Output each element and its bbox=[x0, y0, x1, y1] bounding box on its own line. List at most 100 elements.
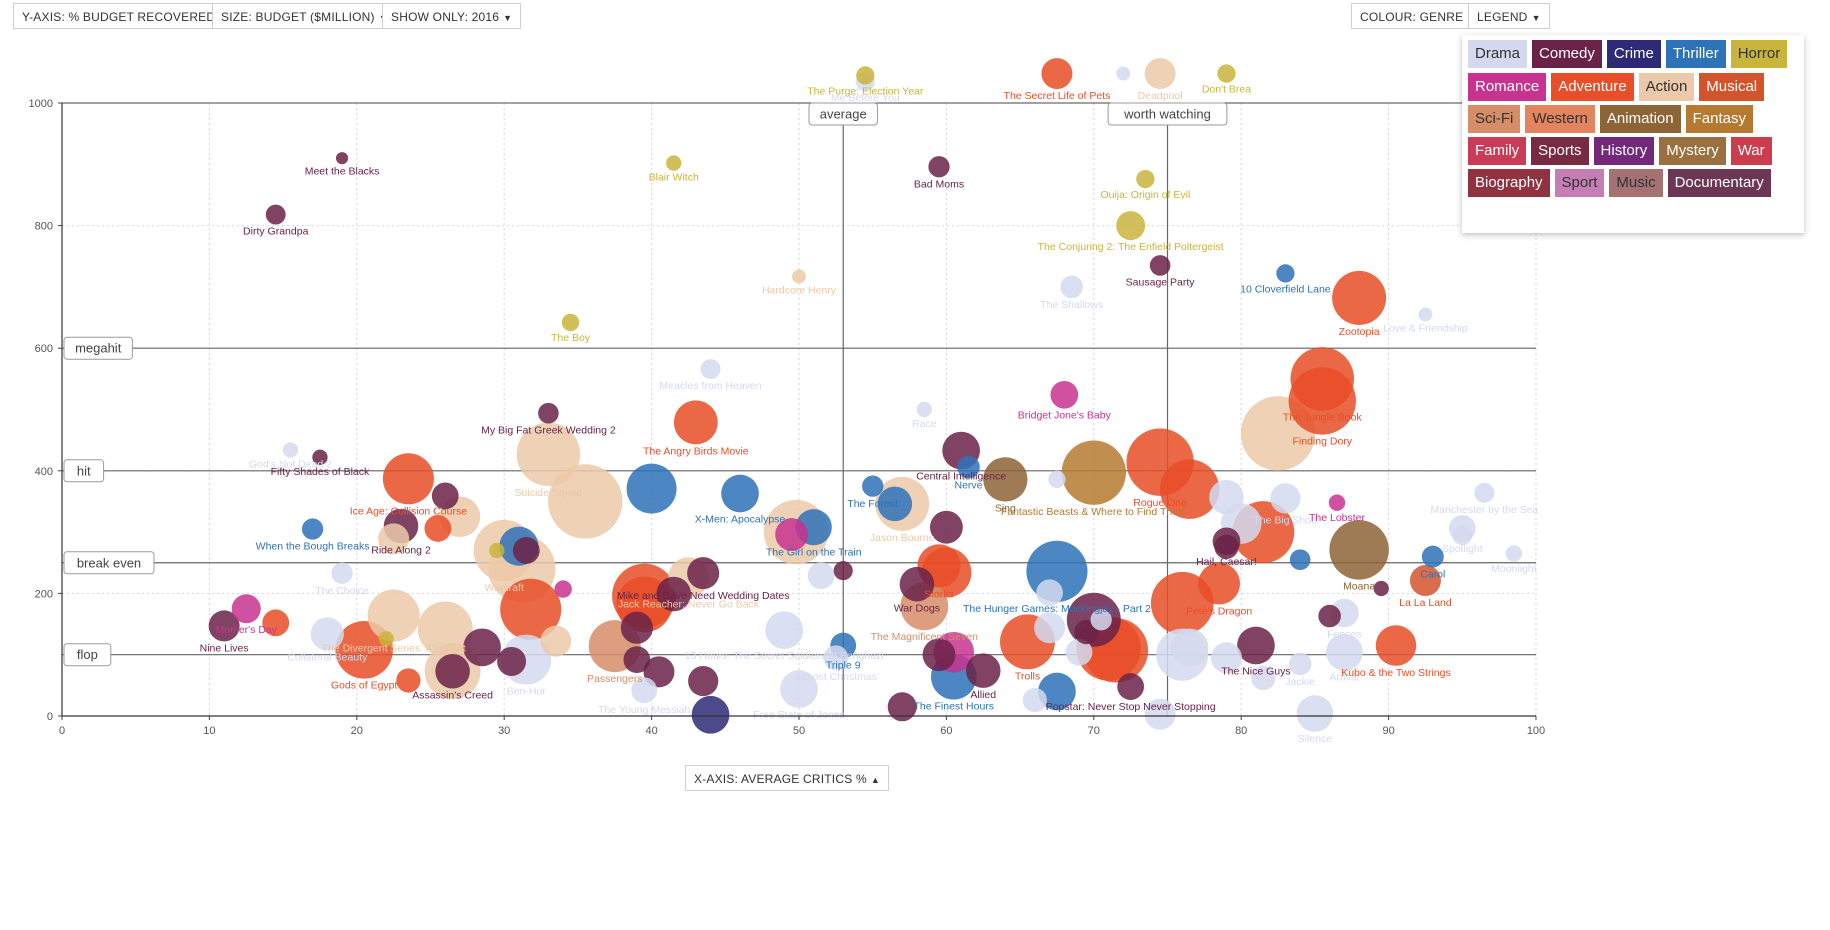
bubble bbox=[792, 269, 806, 284]
point-label: Almost Christmas bbox=[795, 671, 877, 683]
bubble bbox=[312, 449, 328, 465]
point-label: Deadpool bbox=[1138, 90, 1183, 102]
y-tick-label: 0 bbox=[47, 711, 53, 723]
point-label: The Conjuring 2: The Enfield Poltergeist bbox=[1038, 241, 1224, 253]
bubble bbox=[424, 515, 452, 542]
bubble bbox=[1090, 609, 1112, 631]
legend-chip-drama[interactable]: Drama bbox=[1468, 40, 1528, 68]
legend-chip-comedy[interactable]: Comedy bbox=[1532, 40, 1602, 68]
legend-chip-animation[interactable]: Animation bbox=[1599, 105, 1681, 133]
colour-dropdown[interactable]: COLOUR: GENRE▼ bbox=[1351, 3, 1486, 29]
bubble bbox=[656, 576, 691, 612]
point-label: The Finest Hours bbox=[914, 701, 995, 713]
point-label: Ouija: Origin of Evil bbox=[1100, 189, 1190, 201]
bubble bbox=[928, 156, 950, 178]
x-tick-label: 20 bbox=[351, 725, 363, 737]
bubble bbox=[856, 66, 875, 85]
threshold-label-box bbox=[63, 643, 112, 667]
bubble bbox=[899, 566, 935, 602]
y-tick-label: 1000 bbox=[29, 98, 53, 110]
point-label: My Big Fat Greek Wedding 2 bbox=[481, 424, 616, 436]
point-label: The Angry Birds Movie bbox=[643, 445, 749, 457]
point-label: Central Intelligence bbox=[916, 470, 1006, 482]
x-tick-label: 90 bbox=[1382, 725, 1394, 737]
bubble bbox=[1290, 347, 1355, 411]
bubble bbox=[1144, 58, 1176, 90]
point-label: The Secret Life of Pets bbox=[1004, 90, 1111, 102]
point-label: Hail, Caesar! bbox=[1196, 556, 1257, 568]
bubble bbox=[1159, 459, 1220, 519]
bubble bbox=[335, 152, 349, 165]
point-label: Spotlight bbox=[1442, 543, 1483, 555]
legend-chip-crime[interactable]: Crime bbox=[1606, 40, 1661, 68]
y-tick-label: 600 bbox=[35, 343, 53, 355]
point-label: The Magnificent Seven bbox=[871, 631, 979, 643]
bubble bbox=[929, 510, 963, 544]
bubble bbox=[1452, 525, 1473, 546]
legend-dropdown[interactable]: LEGEND ▼ bbox=[1468, 3, 1550, 29]
bubbles bbox=[208, 58, 1523, 734]
size-dropdown-label: SIZE: BUDGET ($MILLION) bbox=[221, 10, 375, 24]
legend-chip-war[interactable]: War bbox=[1730, 137, 1772, 165]
point-label: Free State of Jones bbox=[753, 709, 845, 721]
bubble bbox=[631, 677, 658, 704]
bubble bbox=[807, 562, 835, 590]
x-tick-label: 80 bbox=[1235, 725, 1247, 737]
bubble bbox=[1237, 626, 1275, 665]
y-axis-dropdown[interactable]: Y-AXIS: % BUDGET RECOVERED▼ bbox=[13, 3, 238, 29]
threshold-label-text: hit bbox=[77, 463, 91, 478]
legend-chip-adventure[interactable]: Adventure bbox=[1551, 73, 1634, 101]
bubble bbox=[561, 313, 580, 332]
legend-chip-horror[interactable]: Horror bbox=[1730, 40, 1788, 68]
x-tick-label: 0 bbox=[59, 725, 65, 737]
point-label: Jack Reacher: Never Go Back bbox=[618, 599, 760, 611]
bubble bbox=[1276, 264, 1295, 283]
bubble bbox=[282, 442, 299, 458]
bubble bbox=[673, 400, 718, 445]
point-label: The Jungle Book bbox=[1283, 412, 1363, 424]
legend-chip-documentary[interactable]: Documentary bbox=[1667, 169, 1771, 197]
point-label: Storks bbox=[924, 588, 954, 600]
bubble bbox=[265, 204, 286, 225]
point-label: War Dogs bbox=[894, 602, 940, 614]
legend-chip-sci-fi[interactable]: Sci-Fi bbox=[1468, 105, 1521, 133]
bubble bbox=[687, 557, 720, 590]
bubble bbox=[1060, 275, 1083, 299]
bubble bbox=[1149, 255, 1171, 276]
bubble bbox=[548, 464, 623, 539]
legend-chip-biography[interactable]: Biography bbox=[1468, 169, 1550, 197]
bubble bbox=[691, 695, 730, 734]
point-label: Fantastic Beasts & Where to Find Them bbox=[1001, 506, 1187, 518]
bubble bbox=[378, 631, 394, 647]
legend-chip-action[interactable]: Action bbox=[1638, 73, 1695, 101]
legend-chip-fantasy[interactable]: Fantasy bbox=[1685, 105, 1753, 133]
point-label: Fences bbox=[1327, 628, 1361, 640]
legend-chip-sports[interactable]: Sports bbox=[1531, 137, 1589, 165]
bubble bbox=[1375, 625, 1417, 666]
point-label: X-Men: Apocalypse bbox=[695, 513, 786, 525]
legend-chip-musical[interactable]: Musical bbox=[1699, 73, 1765, 101]
legend-chip-romance[interactable]: Romance bbox=[1468, 73, 1547, 101]
x-axis-dropdown[interactable]: X-AXIS: AVERAGE CRITICS % ▲ bbox=[685, 765, 889, 791]
legend-chip-thriller[interactable]: Thriller bbox=[1665, 40, 1726, 68]
legend-chip-music[interactable]: Music bbox=[1609, 169, 1663, 197]
show-only-dropdown[interactable]: SHOW ONLY: 2016 ▼ bbox=[382, 3, 522, 29]
point-label: The Hunger Games: Mockingjay - Part 2 bbox=[963, 603, 1151, 615]
point-label: Carol bbox=[1420, 569, 1445, 581]
point-label: 13 Hours: The Secret Soldiers of Benghaz… bbox=[685, 650, 884, 662]
legend-chip-mystery[interactable]: Mystery bbox=[1659, 137, 1726, 165]
bubble bbox=[957, 455, 980, 479]
point-label: Jason Bourne bbox=[870, 532, 935, 544]
colour-dropdown-label: COLOUR: GENRE bbox=[1360, 10, 1464, 24]
vertical-marker-label-text: worth watching bbox=[1123, 107, 1211, 122]
legend-chip-history[interactable]: History bbox=[1593, 137, 1655, 165]
reference-labels: megahit hit break even flop average worth wat… bbox=[63, 102, 1228, 667]
bubble bbox=[301, 518, 324, 540]
legend-chip-western[interactable]: Western bbox=[1525, 105, 1595, 133]
bubble bbox=[1048, 470, 1066, 489]
bubble bbox=[1136, 169, 1155, 189]
legend-chip-family[interactable]: Family bbox=[1468, 137, 1527, 165]
bubble bbox=[887, 692, 917, 722]
legend-chip-sport[interactable]: Sport bbox=[1554, 169, 1605, 197]
